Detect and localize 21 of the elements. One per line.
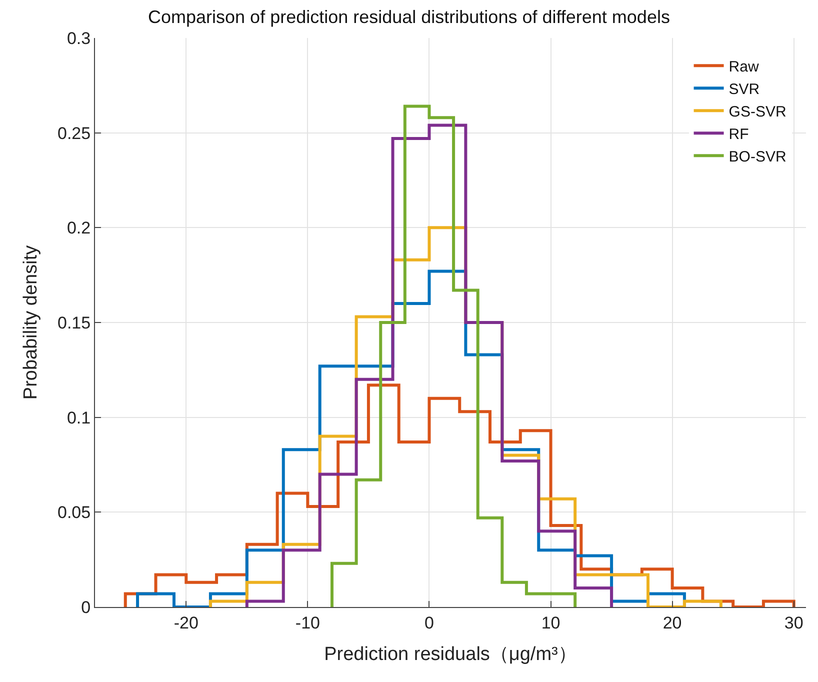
legend-label: BO-SVR <box>728 148 786 166</box>
y-tick-label: 0 <box>81 598 91 617</box>
x-tick-label: 10 <box>541 613 560 632</box>
x-tick-label: 0 <box>424 613 434 632</box>
y-axis-title: Probability density <box>20 244 42 400</box>
legend-label: SVR <box>728 80 760 98</box>
x-tick-label: 30 <box>784 613 804 632</box>
y-tick-label: 0.2 <box>66 218 91 238</box>
x-tick-label: -10 <box>295 613 320 632</box>
y-tick-label: 0.05 <box>58 503 91 522</box>
y-tick-label: 0.1 <box>66 408 91 428</box>
y-tick-label: 0.25 <box>58 124 91 143</box>
y-tick-label: 0.3 <box>66 28 91 48</box>
y-tick-label: 0.15 <box>58 313 91 332</box>
x-tick-label: -20 <box>174 613 198 632</box>
legend-label: RF <box>728 126 749 143</box>
chart-title: Comparison of prediction residual distributions of different models <box>148 6 670 27</box>
x-axis-title: Prediction residuals（μg/m³） <box>324 644 577 666</box>
x-tick-label: 20 <box>662 613 682 632</box>
legend-label: GS-SVR <box>728 103 786 120</box>
legend-label: Raw <box>728 58 759 76</box>
